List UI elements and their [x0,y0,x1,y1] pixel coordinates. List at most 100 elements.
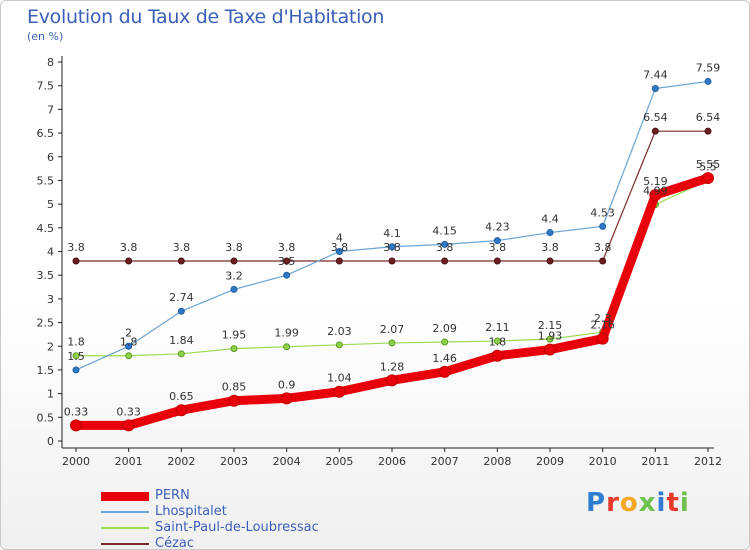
data-point [599,222,607,230]
brand-letter: i [679,488,690,518]
data-label: 1.04 [327,372,352,385]
data-point [599,257,607,265]
data-point [651,85,659,93]
data-label: 3.8 [489,241,507,254]
data-label: 5.5 [699,160,717,173]
x-tick-label: 2009 [536,455,564,468]
data-point [546,229,554,237]
data-point [283,271,291,279]
data-label: 4.15 [432,224,457,237]
data-point [704,127,712,135]
data-point [125,257,133,265]
brand-letter: t [666,488,680,518]
y-tick-label: 4.5 [37,222,55,235]
y-tick-label: 7 [47,103,54,116]
data-point [388,243,396,251]
legend-label: Saint-Paul-de-Loubressac [155,520,319,535]
data-label: 2.09 [432,322,457,335]
x-tick-label: 2000 [62,455,90,468]
data-point [493,257,501,265]
data-label: 3.8 [225,241,243,254]
data-label: 2.07 [380,323,405,336]
y-tick-label: 2 [47,340,54,353]
data-label: 0.33 [116,405,141,418]
data-point [228,394,240,407]
data-point [72,352,80,360]
data-label: 4 [336,232,343,245]
data-label: 1.46 [432,352,457,365]
data-label: 7.44 [643,69,668,82]
data-point [70,419,82,432]
y-tick-label: 1 [47,388,54,401]
data-point [388,339,396,347]
data-label: 3.8 [331,241,349,254]
y-tick-label: 0 [47,435,54,448]
x-tick-label: 2003 [220,455,248,468]
y-tick-label: 5.5 [37,174,55,187]
x-tick-label: 2012 [694,455,722,468]
data-point [438,365,451,378]
data-point [335,257,343,265]
y-tick-label: 3.5 [37,269,55,282]
data-label: 3.8 [383,241,401,254]
data-point [177,350,185,358]
x-tick-label: 2008 [483,455,511,468]
data-point [72,257,80,265]
legend-swatch [101,543,149,545]
data-point [702,172,714,185]
data-label: 3.8 [278,241,296,254]
data-label: 2.16 [590,319,615,332]
data-label: 4.53 [590,206,615,219]
data-point [283,257,291,265]
legend-swatch [101,511,149,513]
y-tick-label: 2.5 [37,317,55,330]
data-label: 0.9 [278,378,296,391]
brand-letter: o [619,488,639,518]
x-tick-label: 2006 [378,455,406,468]
data-point [333,385,346,398]
data-label: 4.4 [541,213,559,226]
chart-subtitle: (en %) [27,30,64,43]
data-label: 1.99 [274,327,299,340]
y-tick-label: 3 [47,293,54,306]
data-label: 0.33 [64,405,89,418]
y-tick-label: 6 [47,151,54,164]
x-tick-label: 2007 [431,455,459,468]
data-point [335,248,343,255]
data-point [596,332,609,345]
brand-letter: P [586,488,607,518]
brand-letter: i [656,488,667,518]
legend-swatch [101,491,149,501]
data-label: 5.55 [696,158,721,171]
legend-label: PERN [155,488,190,503]
data-point [649,189,662,202]
data-point [491,349,504,362]
legend-swatch [101,527,149,529]
data-label: 1.8 [489,336,507,349]
legend-label: Cézac [155,536,195,550]
data-label: 3.5 [278,255,296,268]
data-point [546,257,554,265]
data-label: 3.8 [594,241,612,254]
data-point [546,335,554,343]
y-tick-label: 1.5 [37,364,55,377]
data-label: 1.84 [169,334,194,347]
data-label: 0.65 [169,390,194,403]
brand-letter: r [606,488,620,518]
data-point [493,337,501,345]
data-point [335,341,343,349]
y-tick-label: 5 [47,198,54,211]
data-point [441,338,449,346]
data-point [704,77,712,85]
y-tick-label: 0.5 [37,411,55,424]
data-label: 1.5 [67,350,85,363]
x-tick-label: 2010 [589,455,617,468]
y-tick-label: 7.5 [37,80,55,93]
data-point [651,127,659,135]
data-label: 2.15 [538,319,563,332]
brand-logo: Proxiti [586,488,690,518]
data-label: 3.8 [67,241,85,254]
data-label: 0.85 [222,381,247,394]
data-point [177,257,185,265]
